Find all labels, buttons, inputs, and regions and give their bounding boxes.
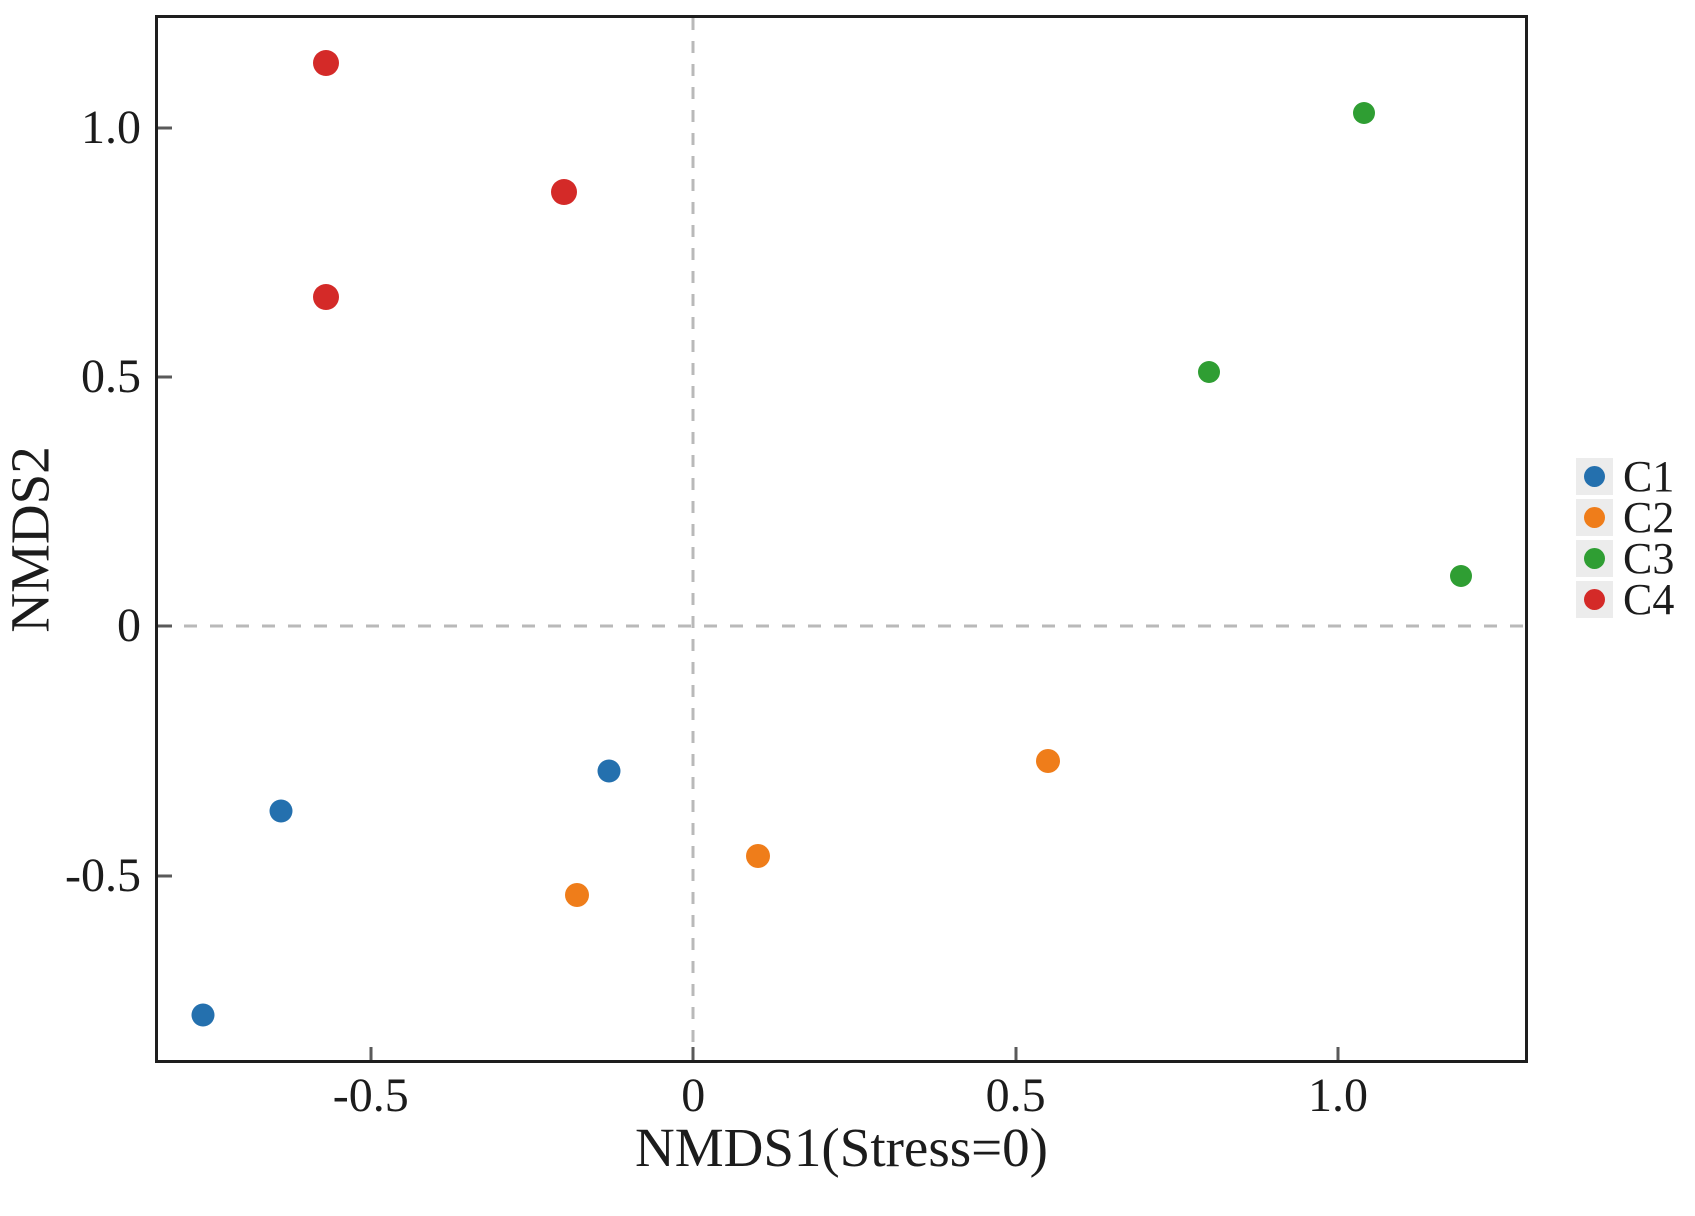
y-tick xyxy=(158,375,172,379)
x-tick-label: 0.5 xyxy=(985,1069,1046,1122)
y-tick xyxy=(158,126,172,130)
legend-label-C3: C3 xyxy=(1623,533,1675,583)
legend-marker-chip xyxy=(1576,499,1613,536)
legend-label-C4: C4 xyxy=(1623,574,1675,624)
data-point-C1 xyxy=(597,759,621,783)
x-tick xyxy=(1336,1047,1340,1060)
data-point-C2 xyxy=(745,843,770,868)
legend-marker-dot-C2 xyxy=(1584,507,1605,528)
y-axis-label: NMDS2 xyxy=(0,15,66,1063)
y-tick-label: 0.5 xyxy=(81,349,141,403)
legend-row-C3: C3 xyxy=(1576,536,1674,580)
legend-label-C2: C2 xyxy=(1623,492,1675,542)
data-point-C4 xyxy=(551,179,578,206)
legend-row-C4: C4 xyxy=(1576,577,1674,621)
x-tick xyxy=(1014,1047,1018,1060)
x-tick-label: 0 xyxy=(681,1069,706,1122)
x-tick-label: 1.0 xyxy=(1308,1069,1368,1122)
y-tick xyxy=(158,624,172,628)
legend-marker-dot-C1 xyxy=(1584,466,1605,487)
legend-row-C2: C2 xyxy=(1576,495,1674,539)
data-point-C3 xyxy=(1449,565,1472,588)
data-point-C4 xyxy=(312,284,339,311)
x-axis-label: NMDS1(Stress=0) xyxy=(635,1117,1048,1178)
y-axis-label-text: NMDS2 xyxy=(0,445,61,633)
legend-marker-chip xyxy=(1576,458,1613,495)
data-point-C3 xyxy=(1198,360,1221,383)
legend-label-C1: C1 xyxy=(1623,451,1675,501)
y-tick-label: -0.5 xyxy=(65,848,141,902)
y-tick-label: 1.0 xyxy=(81,100,141,154)
legend-marker-chip xyxy=(1576,540,1613,577)
legend-row-C1: C1 xyxy=(1576,454,1674,498)
legend: C1 C2 C3 C4 xyxy=(1576,454,1674,621)
zero-line-horizontal xyxy=(158,624,1525,628)
data-point-C1 xyxy=(269,799,292,823)
plot-area: -0.5 0 0.5 1.0 1.0 0.5 0 -0.5 xyxy=(65,15,1528,1120)
legend-marker-dot-C3 xyxy=(1584,548,1605,569)
legend-marker-chip xyxy=(1576,581,1613,618)
data-point-C4 xyxy=(312,49,339,76)
data-point-C1 xyxy=(191,1003,215,1027)
x-tick-label: -0.5 xyxy=(332,1069,409,1122)
data-point-C2 xyxy=(1035,748,1060,773)
x-tick xyxy=(691,1047,695,1060)
y-tick xyxy=(158,874,172,878)
y-tick-label: 0 xyxy=(117,599,141,653)
legend-marker-dot-C4 xyxy=(1584,589,1605,610)
data-point-C2 xyxy=(565,883,590,908)
x-tick xyxy=(369,1047,373,1060)
data-point-C3 xyxy=(1352,101,1375,124)
zero-line-vertical xyxy=(691,18,695,1060)
